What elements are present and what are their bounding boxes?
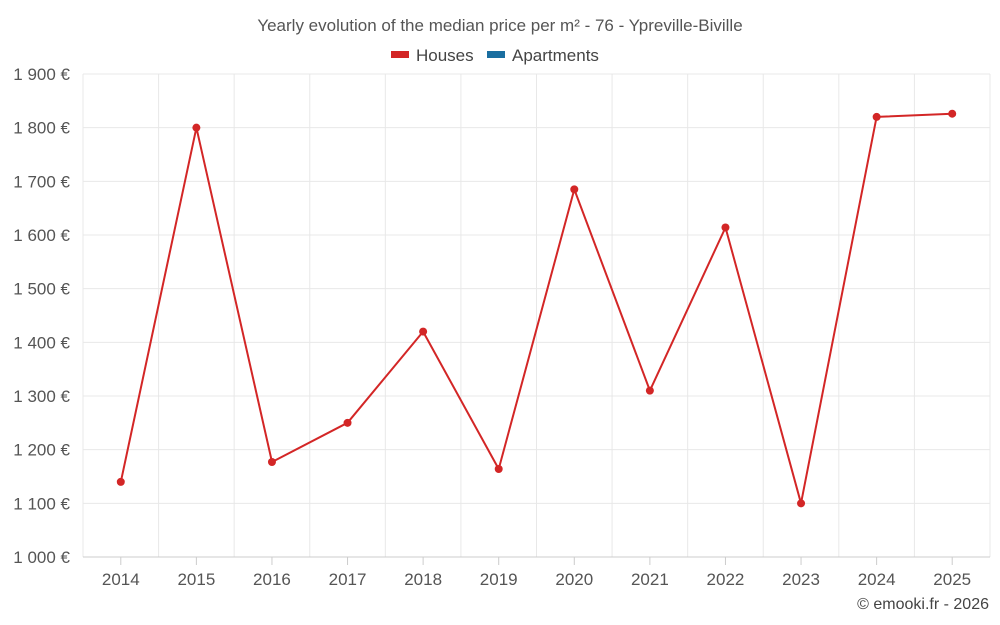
data-point-houses-2024[interactable] (872, 112, 881, 121)
y-tick-label: 1 800 € (13, 119, 70, 138)
data-point-houses-2019[interactable] (494, 464, 503, 473)
data-point-houses-2018[interactable] (419, 327, 428, 336)
y-tick-label: 1 100 € (13, 494, 70, 513)
legend-swatch-houses (391, 51, 409, 58)
x-tick-label: 2019 (480, 570, 518, 589)
legend-item-apartments[interactable]: Apartments (487, 46, 599, 65)
legend-item-houses[interactable]: Houses (391, 46, 474, 65)
y-tick-label: 1 500 € (13, 280, 70, 299)
x-tick-label: 2014 (102, 570, 140, 589)
legend: Houses Apartments (391, 46, 599, 65)
data-point-houses-2025[interactable] (948, 109, 957, 118)
x-tick-label: 2016 (253, 570, 291, 589)
x-axis: 2014 2015 2016 2017 2018 2019 2020 2021 2022 2023… (83, 556, 990, 589)
x-tick-label: 2023 (782, 570, 820, 589)
data-point-houses-2023[interactable] (797, 499, 806, 508)
y-axis: 1 000 € 1 100 € 1 200 € 1 300 € 1 400 € 1 500… (13, 65, 70, 567)
y-tick-label: 1 900 € (13, 65, 70, 84)
x-tick-label: 2024 (858, 570, 896, 589)
x-tick-label: 2020 (555, 570, 593, 589)
legend-label-houses: Houses (416, 46, 474, 65)
data-point-houses-2015[interactable] (192, 123, 201, 132)
legend-label-apartments: Apartments (512, 46, 599, 65)
data-point-houses-2017[interactable] (343, 418, 352, 427)
y-tick-label: 1 400 € (13, 333, 70, 352)
x-tick-label: 2018 (404, 570, 442, 589)
y-tick-label: 1 300 € (13, 387, 70, 406)
data-point-houses-2014[interactable] (116, 477, 125, 486)
data-point-houses-2016[interactable] (267, 458, 276, 467)
x-tick-label: 2015 (177, 570, 215, 589)
grid (82, 73, 991, 557)
x-tick-label: 2017 (329, 570, 367, 589)
y-tick-label: 1 700 € (13, 172, 70, 191)
y-tick-label: 1 200 € (13, 441, 70, 460)
data-point-houses-2022[interactable] (721, 223, 730, 232)
series-line-houses (119, 112, 953, 505)
legend-swatch-apartments (487, 51, 505, 58)
data-point-houses-2020[interactable] (570, 185, 579, 194)
data-point-houses-2021[interactable] (645, 386, 654, 395)
y-tick-label: 1 600 € (13, 226, 70, 245)
x-tick-label: 2025 (933, 570, 971, 589)
y-tick-label: 1 000 € (13, 548, 70, 567)
x-tick-label: 2022 (707, 570, 745, 589)
credit-text: © emooki.fr - 2026 (857, 596, 989, 613)
chart-title: Yearly evolution of the median price per… (257, 16, 742, 35)
x-tick-label: 2021 (631, 570, 669, 589)
series-houses (116, 109, 957, 508)
